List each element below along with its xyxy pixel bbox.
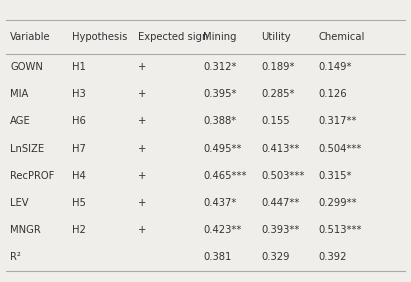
Text: 0.392: 0.392	[319, 252, 347, 262]
Text: 0.437*: 0.437*	[203, 198, 237, 208]
Text: H4: H4	[72, 171, 85, 181]
Text: R²: R²	[10, 252, 21, 262]
Text: 0.388*: 0.388*	[203, 116, 237, 126]
Text: H5: H5	[72, 198, 86, 208]
Text: H7: H7	[72, 144, 86, 154]
Text: +: +	[138, 171, 146, 181]
Text: +: +	[138, 198, 146, 208]
Text: +: +	[138, 225, 146, 235]
Text: 0.329: 0.329	[261, 252, 289, 262]
Text: AGE: AGE	[10, 116, 31, 126]
Text: Chemical: Chemical	[319, 32, 365, 42]
Text: GOWN: GOWN	[10, 62, 43, 72]
Text: 0.503***: 0.503***	[261, 171, 305, 181]
Text: Hypothesis: Hypothesis	[72, 32, 127, 42]
Text: H1: H1	[72, 62, 86, 72]
Text: 0.381: 0.381	[203, 252, 232, 262]
Text: 0.423**: 0.423**	[203, 225, 242, 235]
Text: MNGR: MNGR	[10, 225, 41, 235]
Text: LnSIZE: LnSIZE	[10, 144, 44, 154]
Text: 0.504***: 0.504***	[319, 144, 362, 154]
Text: LEV: LEV	[10, 198, 29, 208]
Text: 0.447**: 0.447**	[261, 198, 299, 208]
Text: H6: H6	[72, 116, 86, 126]
Text: RecPROF: RecPROF	[10, 171, 55, 181]
Text: Utility: Utility	[261, 32, 291, 42]
Text: MIA: MIA	[10, 89, 29, 99]
Text: 0.465***: 0.465***	[203, 171, 247, 181]
Text: Variable: Variable	[10, 32, 51, 42]
Text: 0.285*: 0.285*	[261, 89, 295, 99]
Text: 0.126: 0.126	[319, 89, 347, 99]
Text: 0.495**: 0.495**	[203, 144, 242, 154]
Text: 0.395*: 0.395*	[203, 89, 237, 99]
Text: 0.393**: 0.393**	[261, 225, 299, 235]
Text: 0.155: 0.155	[261, 116, 290, 126]
Text: 0.149*: 0.149*	[319, 62, 352, 72]
Text: 0.513***: 0.513***	[319, 225, 362, 235]
Text: 0.315*: 0.315*	[319, 171, 352, 181]
Text: +: +	[138, 116, 146, 126]
Text: H3: H3	[72, 89, 85, 99]
Text: Expected sign: Expected sign	[138, 32, 208, 42]
Text: 0.189*: 0.189*	[261, 62, 295, 72]
Text: Mining: Mining	[203, 32, 237, 42]
Text: 0.312*: 0.312*	[203, 62, 237, 72]
Text: +: +	[138, 62, 146, 72]
Text: +: +	[138, 89, 146, 99]
Text: +: +	[138, 144, 146, 154]
Text: 0.299**: 0.299**	[319, 198, 357, 208]
Text: 0.413**: 0.413**	[261, 144, 299, 154]
Text: H2: H2	[72, 225, 86, 235]
Text: 0.317**: 0.317**	[319, 116, 357, 126]
